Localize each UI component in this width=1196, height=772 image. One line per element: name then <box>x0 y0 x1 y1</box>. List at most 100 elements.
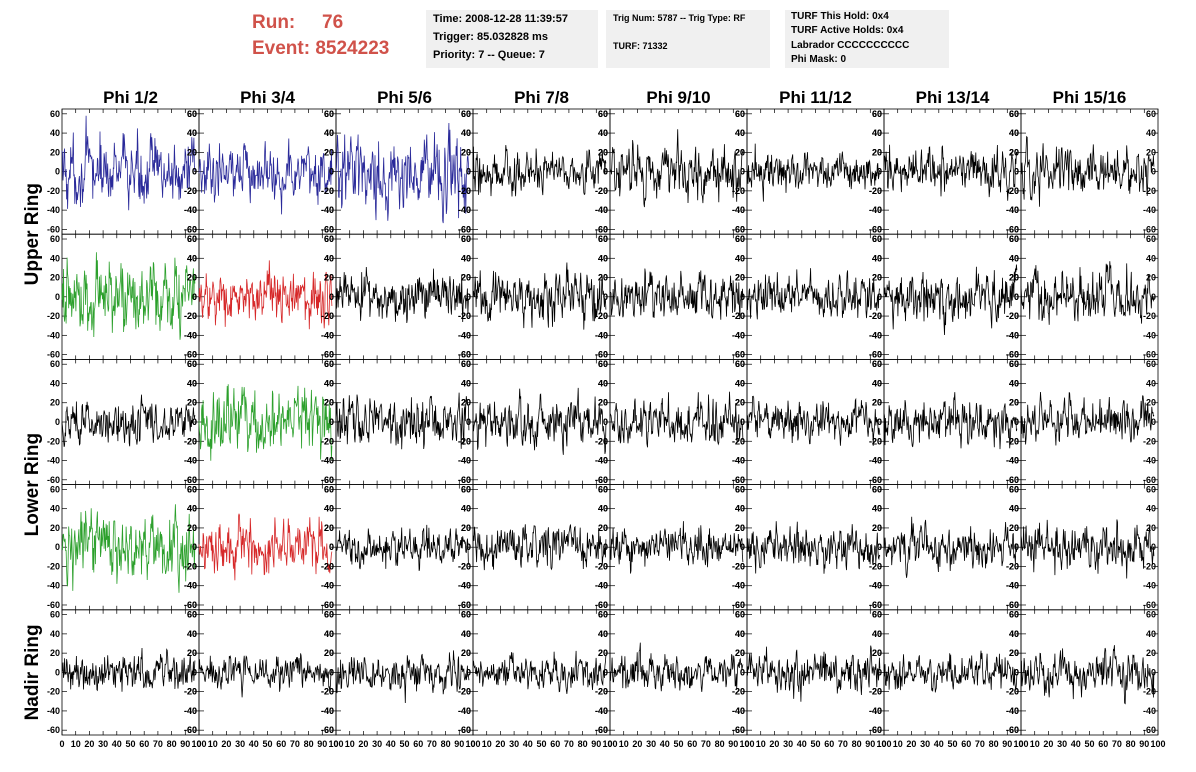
y-tick-label: -40 <box>321 456 334 466</box>
x-tick-label: 40 <box>249 739 259 749</box>
y-tick-label: 0 <box>603 167 608 177</box>
x-tick-label: 10 <box>71 739 81 749</box>
y-tick-label: -20 <box>1006 311 1019 321</box>
y-tick-label: -20 <box>1143 436 1156 446</box>
y-tick-label: 40 <box>187 378 197 388</box>
x-tick-label: 80 <box>1126 739 1136 749</box>
y-tick-label: 20 <box>735 398 745 408</box>
y-tick-label: -60 <box>1006 224 1019 234</box>
y-tick-label: -60 <box>321 475 334 485</box>
x-tick-label: 80 <box>304 739 314 749</box>
y-tick-label: 40 <box>598 629 608 639</box>
y-tick-label: 40 <box>598 504 608 514</box>
y-tick-label: 60 <box>461 234 471 244</box>
y-tick-label: 20 <box>872 398 882 408</box>
y-tick-label: 40 <box>598 378 608 388</box>
plot-frame <box>883 233 1022 360</box>
run-event-header: Run: 76 Event: 8524223 <box>252 10 389 62</box>
y-tick-label: 40 <box>1009 253 1019 263</box>
y-tick-label: 0 <box>740 292 745 302</box>
waveform-trace <box>472 387 607 455</box>
y-tick-label: -20 <box>595 687 608 697</box>
y-tick-label: 40 <box>1146 128 1156 138</box>
priority-text: Priority: 7 -- Queue: 7 <box>433 49 545 61</box>
plot-frame <box>472 484 611 611</box>
y-tick-label: -40 <box>184 706 197 716</box>
y-tick-label: -20 <box>732 561 745 571</box>
y-tick-label: 60 <box>50 109 60 119</box>
y-tick-label: -40 <box>595 706 608 716</box>
x-tick-label: 20 <box>358 739 368 749</box>
y-tick-label: 40 <box>1009 504 1019 514</box>
y-tick-label: -20 <box>458 436 471 446</box>
y-tick-label: 40 <box>324 253 334 263</box>
y-tick-label: -40 <box>47 456 60 466</box>
x-tick-label: 50 <box>1084 739 1094 749</box>
y-tick-label: 60 <box>1146 234 1156 244</box>
y-tick-label: 60 <box>598 109 608 119</box>
y-tick-label: 40 <box>598 128 608 138</box>
waveform-trace <box>61 394 196 448</box>
y-tick-label: 0 <box>877 542 882 552</box>
x-tick-label: 60 <box>550 739 560 749</box>
y-tick-label: 40 <box>461 378 471 388</box>
y-tick-label: 40 <box>324 378 334 388</box>
waveform-trace <box>335 266 470 324</box>
y-tick-label: 0 <box>603 542 608 552</box>
x-tick-label: 10 <box>1030 739 1040 749</box>
y-tick-label: -60 <box>869 224 882 234</box>
x-tick-label: 90 <box>591 739 601 749</box>
event-value: 8524223 <box>315 38 390 59</box>
y-tick-label: -40 <box>1143 330 1156 340</box>
y-tick-label: -40 <box>458 205 471 215</box>
y-tick-label: 20 <box>1146 147 1156 157</box>
x-tick-label: 90 <box>317 739 327 749</box>
waveform-trace <box>746 143 880 202</box>
y-tick-label: -40 <box>184 330 197 340</box>
y-tick-label: -20 <box>732 436 745 446</box>
y-tick-label: 0 <box>329 542 334 552</box>
y-tick-label: -60 <box>458 350 471 360</box>
y-tick-label: 0 <box>877 167 882 177</box>
y-tick-label: 0 <box>1151 167 1156 177</box>
y-tick-label: 0 <box>466 542 471 552</box>
x-tick-label: 70 <box>975 739 985 749</box>
y-tick-label: 60 <box>1009 484 1019 494</box>
y-tick-label: 0 <box>329 542 334 552</box>
x-tick-label: 50 <box>125 739 135 749</box>
phi-mask-text: Phi Mask: 0 <box>791 54 847 65</box>
y-tick-label: -40 <box>732 581 745 591</box>
y-tick-label: -40 <box>47 581 60 591</box>
y-tick-label: 20 <box>872 648 882 658</box>
y-tick-label: -40 <box>869 205 882 215</box>
y-tick-label: -60 <box>458 600 471 610</box>
y-tick-label: 0 <box>740 667 745 677</box>
waveform-trace <box>198 384 333 461</box>
y-tick-label: -40 <box>732 330 745 340</box>
y-tick-label: 40 <box>1009 128 1019 138</box>
y-tick-label: -20 <box>321 186 334 196</box>
y-tick-label: 0 <box>55 167 60 177</box>
y-tick-label: 40 <box>187 504 197 514</box>
y-tick-label: 20 <box>461 147 471 157</box>
column-title: Phi 11/12 <box>779 88 852 107</box>
y-tick-label: 20 <box>50 273 60 283</box>
y-tick-label: 0 <box>603 417 608 427</box>
y-tick-label: 40 <box>187 504 197 514</box>
x-tick-label: 30 <box>372 739 382 749</box>
y-tick-label: -20 <box>184 687 197 697</box>
y-tick-label: 40 <box>872 378 882 388</box>
y-tick-label: 40 <box>735 629 745 639</box>
y-tick-label: 0 <box>192 167 197 177</box>
x-tick-label: 80 <box>441 739 451 749</box>
y-tick-label: 60 <box>50 234 60 244</box>
y-tick-label: 40 <box>735 253 745 263</box>
y-tick-label: 20 <box>735 523 745 533</box>
y-tick-label: 20 <box>187 398 197 408</box>
y-tick-label: -60 <box>458 600 471 610</box>
y-tick-label: 20 <box>324 648 334 658</box>
y-tick-label: -20 <box>184 561 197 571</box>
x-tick-label: 60 <box>824 739 834 749</box>
y-tick-label: 60 <box>1009 359 1019 369</box>
y-tick-label: 60 <box>1009 610 1019 620</box>
